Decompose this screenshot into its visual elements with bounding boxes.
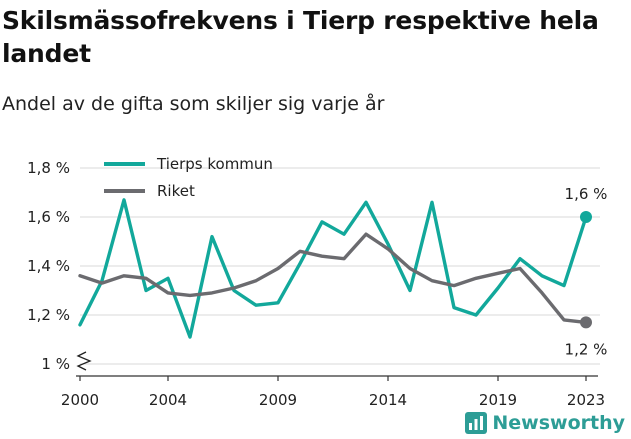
series-line-tierp	[78, 198, 588, 339]
x-tick-label: 2009	[259, 391, 297, 409]
x-axis: 2000 2004 2009 2014 2019 2023	[61, 375, 605, 409]
legend-label: Tierps kommun	[156, 155, 273, 173]
y-tick-label: 1 %	[41, 355, 70, 373]
series-end-label: 1,6 %	[565, 185, 608, 203]
grid-lines	[80, 167, 600, 365]
x-tick-label: 2000	[61, 391, 99, 409]
chart-subtitle: Andel av de gifta som skiljer sig varje …	[2, 93, 385, 115]
y-tick-label: 1,8 %	[27, 159, 70, 177]
brand: Newsworthy	[464, 411, 625, 435]
brand-name: Newsworthy	[492, 412, 625, 434]
y-tick-label: 1,6 %	[27, 208, 70, 226]
x-tick-label: 2019	[479, 391, 517, 409]
series-line-riket	[78, 232, 588, 325]
series-end-marker	[580, 316, 592, 329]
y-tick-label: 1,4 %	[27, 257, 70, 275]
legend: Tierps kommun Riket	[104, 155, 273, 200]
series-end-marker	[580, 211, 592, 223]
newsworthy-logo-icon	[465, 412, 488, 434]
series-lines: 1,6 % 1,2 %	[78, 185, 608, 358]
axis-break-icon	[76, 351, 92, 371]
chart-title: Skilsmässofrekvens i Tierp respektive he…	[2, 6, 599, 68]
x-tick-label: 2023	[567, 391, 605, 409]
y-tick-label: 1,2 %	[27, 306, 70, 324]
legend-label: Riket	[157, 182, 195, 200]
x-tick-label: 2004	[149, 391, 187, 409]
x-tick-label: 2014	[369, 391, 407, 409]
y-axis: 1 % 1,2 % 1,4 % 1,6 % 1,8 %	[27, 159, 92, 373]
series-end-label: 1,2 %	[565, 340, 608, 358]
